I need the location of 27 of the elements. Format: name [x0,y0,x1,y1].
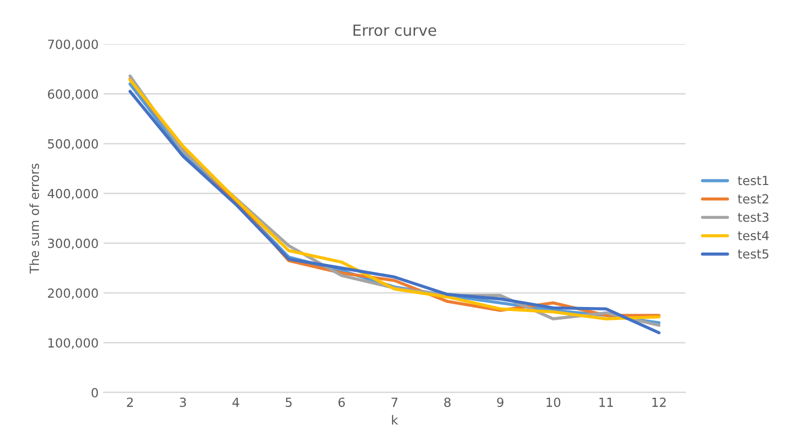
y-tick-label: 300,000 [48,238,98,250]
x-axis-title: k [392,415,398,424]
legend-label: test1 [738,176,768,186]
y-tick-label: 500,000 [48,139,98,150]
x-tick-label: 9 [497,398,504,408]
y-tick-label: 0 [92,388,98,398]
x-tick-label: 6 [338,398,345,408]
y-tick-label: 100,000 [48,338,98,349]
x-tick-label: 2 [126,398,133,407]
x-tick-label: 7 [392,398,398,407]
y-tick-label: 700,000 [48,40,98,50]
y-tick-label: 600,000 [48,89,98,100]
x-tick-label: 12 [652,398,666,407]
y-tick-label: 400,000 [48,188,98,200]
legend-label: test2 [738,194,768,204]
legend-label: test5 [738,249,768,259]
y-tick-label: 200,000 [48,288,98,300]
legend-label: test4 [738,230,769,240]
x-tick-label: 5 [286,398,292,408]
x-tick-label: 8 [444,398,451,408]
x-tick-label: 3 [180,398,186,408]
x-tick-label: 10 [546,398,560,408]
y-axis-title: The sum of errors [29,164,40,274]
legend-label: test3 [738,212,768,222]
x-tick-label: 4 [232,398,240,407]
x-tick-label: 11 [600,398,613,407]
chart-title: Error curve [354,24,436,36]
